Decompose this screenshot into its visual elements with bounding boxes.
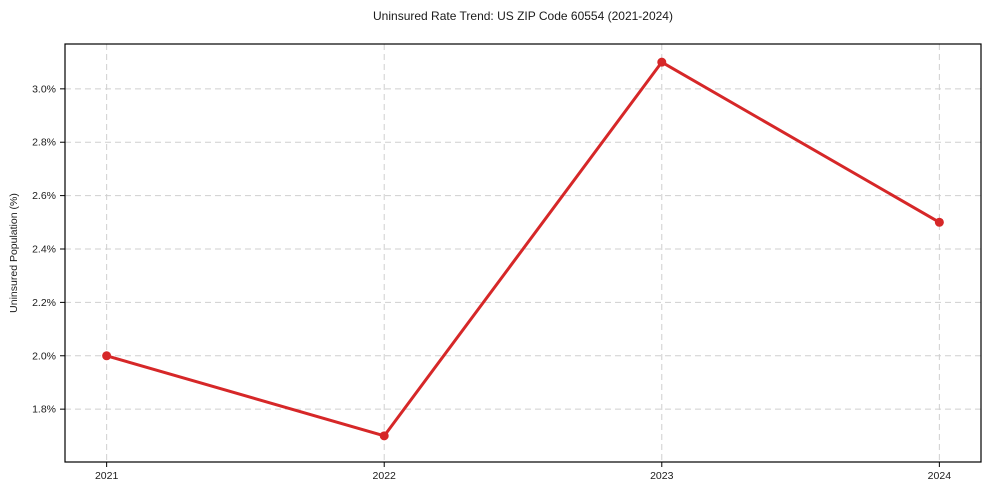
x-tick-label: 2022: [373, 470, 397, 482]
y-tick-label: 2.0%: [32, 350, 56, 362]
y-axis-label: Uninsured Population (%): [8, 193, 20, 313]
y-tick-label: 2.4%: [32, 243, 56, 255]
y-tick-label: 2.8%: [32, 137, 56, 149]
data-point: [102, 351, 112, 361]
y-tick-label: 2.2%: [32, 297, 56, 309]
plot-border: [64, 43, 982, 463]
trend-line: [105, 60, 941, 438]
x-tick-label: 2023: [650, 470, 674, 482]
data-point: [657, 57, 667, 67]
y-tick-label: 1.8%: [32, 404, 56, 416]
x-tick-label: 2024: [928, 470, 952, 482]
chart-title: Uninsured Rate Trend: US ZIP Code 60554 …: [373, 9, 673, 23]
y-tick-label: 2.6%: [32, 190, 56, 202]
data-point: [379, 431, 389, 441]
x-tick-label: 2021: [95, 470, 119, 482]
y-tick-label: 3.0%: [32, 83, 56, 95]
data-point: [934, 217, 944, 227]
